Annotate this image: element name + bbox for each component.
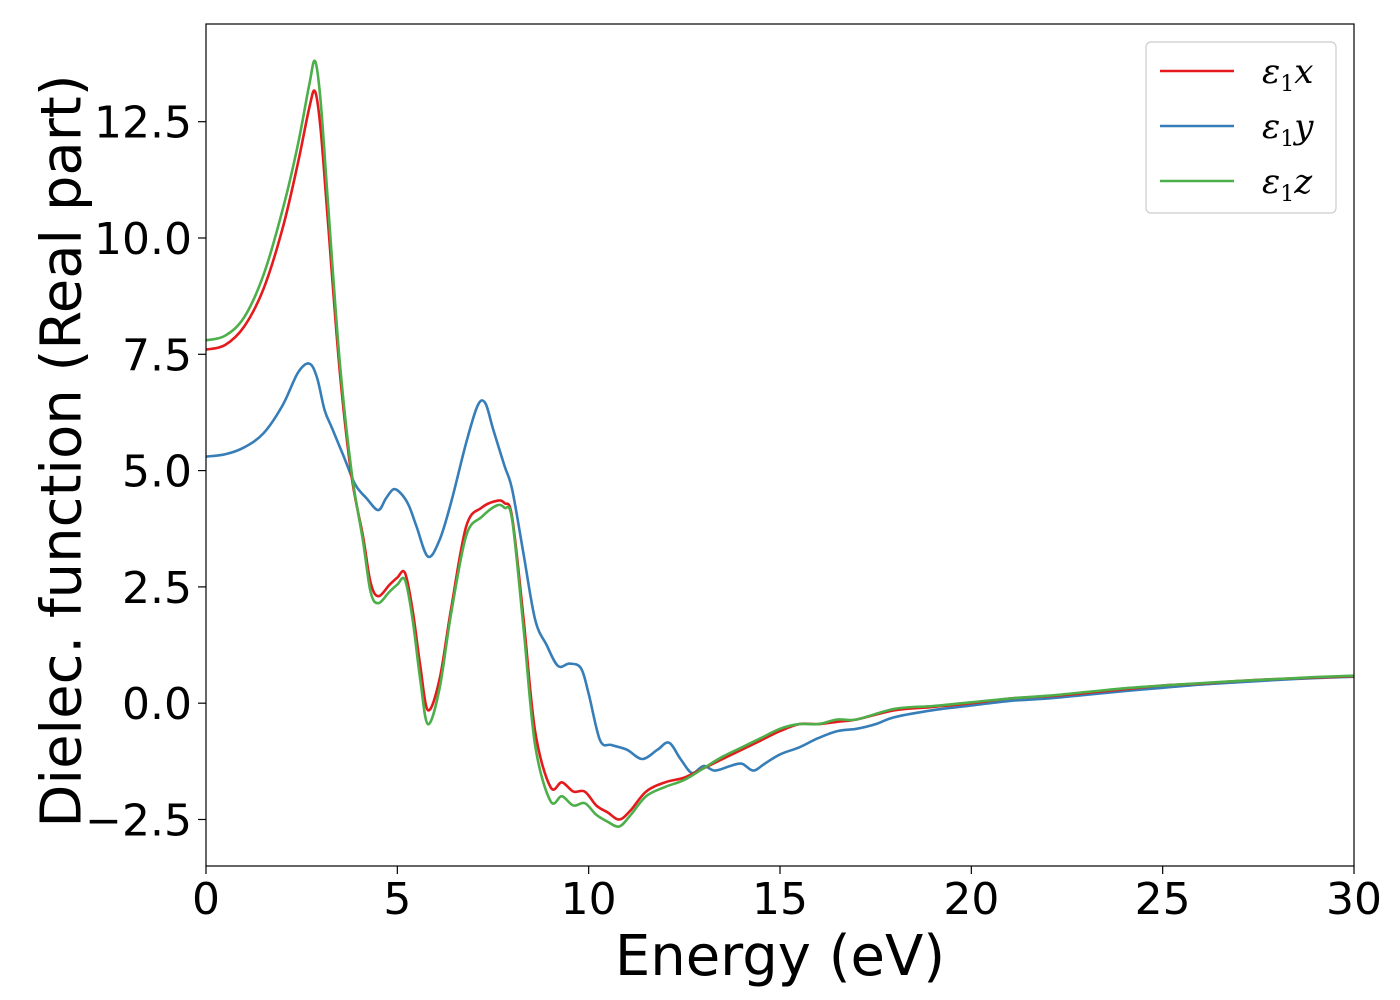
- x-tick-label: 0: [192, 874, 220, 925]
- y-tick-label: 5.0: [122, 447, 192, 498]
- legend-label-z: ε1z: [1262, 162, 1313, 207]
- y-tick-label: 12.5: [94, 98, 192, 149]
- series-lines: [205, 59, 1355, 828]
- x-tick-label: 30: [1326, 874, 1382, 925]
- legend: ε1x ε1y ε1z: [1145, 41, 1337, 214]
- y-tick-label: −2.5: [85, 795, 192, 846]
- x-tick-label: 25: [1135, 874, 1191, 925]
- y-tick-label: 2.5: [122, 563, 192, 614]
- series-line-z: [205, 59, 1355, 828]
- y-axis: −2.5 0.0 2.5 5.0 7.5 10.0 12.5: [85, 98, 206, 846]
- legend-label-x: ε1x: [1262, 52, 1313, 97]
- y-tick-label: 7.5: [122, 330, 192, 381]
- x-tick-label: 15: [752, 874, 808, 925]
- x-tick-label: 20: [943, 874, 999, 925]
- x-axis: 0 5 10 15 20 25 30: [192, 866, 1382, 925]
- x-tick-label: 5: [383, 874, 411, 925]
- y-tick-label: 10.0: [94, 214, 192, 265]
- legend-box: [1145, 41, 1337, 214]
- y-axis-label: Dielec. function (Real part): [30, 74, 95, 827]
- x-tick-label: 10: [561, 874, 617, 925]
- series-line-y: [205, 362, 1355, 775]
- legend-label-y: ε1y: [1262, 107, 1314, 152]
- y-tick-label: 0.0: [122, 679, 192, 730]
- x-axis-label: Energy (eV): [615, 924, 945, 989]
